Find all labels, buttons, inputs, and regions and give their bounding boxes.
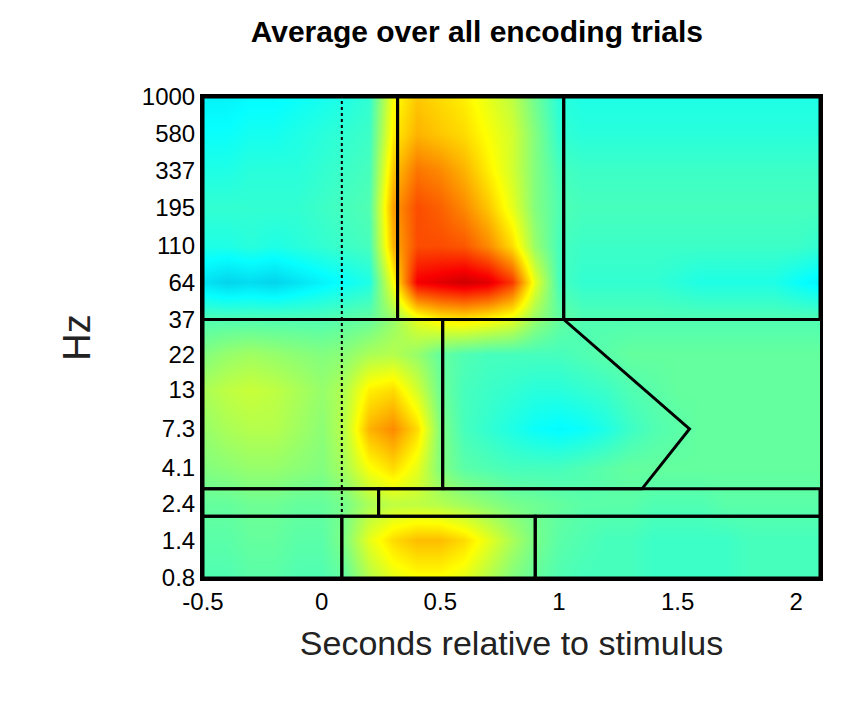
svg-text:0: 0: [315, 588, 328, 615]
svg-text:Seconds relative to stimulus: Seconds relative to stimulus: [300, 624, 723, 662]
svg-text:37: 37: [168, 306, 195, 333]
svg-text:Hz: Hz: [56, 314, 98, 360]
svg-text:0.8: 0.8: [162, 564, 195, 591]
svg-text:337: 337: [155, 157, 195, 184]
svg-text:7.3: 7.3: [162, 415, 195, 442]
svg-text:1.4: 1.4: [162, 527, 195, 554]
svg-text:0.5: 0.5: [424, 588, 457, 615]
svg-text:1.5: 1.5: [661, 588, 694, 615]
svg-text:4.1: 4.1: [162, 454, 195, 481]
svg-text:2.4: 2.4: [162, 490, 195, 517]
svg-text:195: 195: [155, 194, 195, 221]
svg-text:580: 580: [155, 120, 195, 147]
svg-text:1: 1: [552, 588, 565, 615]
svg-text:64: 64: [168, 269, 195, 296]
svg-text:2: 2: [790, 588, 803, 615]
svg-text:22: 22: [168, 341, 195, 368]
svg-text:-0.5: -0.5: [182, 588, 223, 615]
svg-text:Average over all encoding tria: Average over all encoding trials: [251, 15, 703, 48]
svg-text:1000: 1000: [142, 83, 195, 110]
svg-text:110: 110: [157, 232, 195, 259]
svg-text:13: 13: [168, 376, 195, 403]
